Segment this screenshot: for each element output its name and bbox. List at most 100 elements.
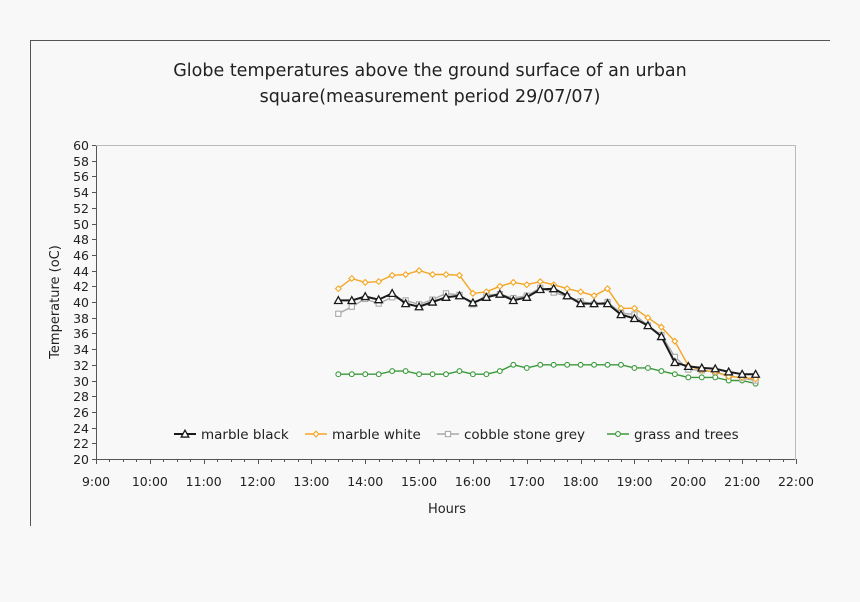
x-tick-label: 15:00	[401, 474, 437, 489]
data-point-grass-and-trees	[550, 361, 557, 368]
data-point-cobble-stone-grey	[348, 303, 355, 310]
y-tick-label: 38	[73, 311, 89, 326]
data-point-marble-black	[696, 362, 707, 372]
data-point-marble-black	[441, 292, 451, 301]
data-point-grass-and-trees	[658, 368, 665, 375]
data-point-marble-white	[402, 270, 410, 279]
data-point-grass-and-trees	[483, 371, 490, 378]
y-tick-label: 60	[73, 138, 89, 153]
data-point-marble-black	[589, 298, 599, 308]
data-point-marble-black	[387, 288, 398, 298]
data-point-grass-and-trees	[389, 368, 396, 375]
legend-item-marble-black: marble black	[174, 427, 289, 443]
y-tick-label: 28	[73, 389, 89, 404]
data-point-marble-white	[361, 278, 369, 286]
x-tick-label: 20:00	[670, 474, 706, 489]
data-point-marble-white	[334, 285, 342, 293]
data-point-grass-and-trees	[443, 371, 449, 378]
legend-swatch-marker	[615, 431, 621, 437]
data-point-marble-black	[360, 291, 371, 301]
data-point-marble-black	[400, 298, 411, 308]
data-point-marble-black	[494, 289, 505, 298]
y-tick-label: 26	[73, 405, 89, 420]
x-tick-label: 22:00	[778, 474, 814, 489]
data-point-grass-and-trees	[537, 361, 544, 368]
data-point-marble-black	[562, 290, 573, 300]
data-point-marble-black	[669, 357, 680, 367]
data-point-marble-black	[710, 363, 721, 373]
data-point-marble-white	[348, 274, 356, 283]
y-tick-label: 52	[73, 201, 89, 216]
data-point-marble-white	[523, 281, 531, 289]
data-point-marble-white	[671, 337, 679, 345]
data-point-marble-black	[575, 298, 586, 308]
y-tick-label: 48	[73, 232, 89, 247]
data-point-marble-white	[455, 271, 464, 279]
data-point-marble-black	[656, 331, 667, 341]
x-tick-label: 16:00	[455, 474, 491, 489]
data-point-marble-white	[590, 292, 598, 300]
data-point-marble-white	[603, 285, 612, 293]
series-line-marble-black	[338, 287, 756, 376]
data-point-marble-white	[657, 323, 665, 331]
y-tick-label: 40	[73, 295, 89, 310]
y-tick-label: 36	[73, 326, 89, 341]
y-axis-label: Temperature (oC)	[48, 245, 63, 360]
x-tick-label: 11:00	[186, 474, 222, 489]
data-point-grass-and-trees	[456, 368, 463, 375]
x-tick-label: 21:00	[724, 474, 760, 489]
data-point-grass-and-trees	[671, 371, 678, 378]
data-point-grass-and-trees	[685, 374, 692, 381]
data-point-marble-black	[548, 283, 559, 293]
series-layer	[333, 267, 761, 387]
data-point-marble-white	[509, 278, 517, 286]
data-point-grass-and-trees	[698, 374, 705, 381]
data-point-grass-and-trees	[429, 371, 436, 378]
y-tick-label: 32	[73, 358, 89, 373]
data-point-marble-black	[750, 369, 761, 378]
y-tick-label: 30	[73, 374, 89, 389]
data-point-grass-and-trees	[604, 361, 611, 368]
data-point-marble-white	[469, 289, 477, 297]
data-point-marble-black	[535, 284, 546, 294]
data-point-marble-white	[630, 304, 639, 312]
y-tick-label: 46	[73, 248, 89, 263]
legend-label: cobble stone grey	[464, 427, 585, 443]
data-point-marble-white	[388, 271, 396, 279]
data-point-grass-and-trees	[510, 361, 517, 368]
x-axis-ticks: 9:00 10:00 11:00 12:00 13:00 14:00 15:00 16:00 1…	[82, 459, 814, 489]
data-point-grass-and-trees	[348, 371, 355, 378]
x-tick-label: 12:00	[240, 474, 276, 489]
data-point-marble-black	[454, 290, 465, 300]
y-tick-label: 44	[73, 264, 89, 279]
y-tick-label: 20	[73, 452, 89, 467]
data-point-marble-white	[536, 278, 544, 286]
data-point-marble-black	[521, 292, 532, 301]
data-point-marble-black	[333, 295, 344, 305]
legend-label: marble white	[332, 427, 421, 443]
x-tick-label: 17:00	[509, 474, 545, 489]
data-point-grass-and-trees	[375, 371, 382, 378]
data-point-marble-black	[468, 297, 478, 307]
data-point-grass-and-trees	[564, 361, 571, 368]
x-tick-label: 18:00	[563, 474, 599, 489]
chart-title-line-2: square(measurement period 29/07/07)	[260, 87, 601, 107]
x-tick-label: 10:00	[132, 474, 168, 489]
data-point-grass-and-trees	[523, 364, 530, 371]
data-point-grass-and-trees	[496, 368, 503, 375]
data-point-marble-black	[427, 296, 438, 306]
data-point-marble-black	[602, 298, 613, 308]
data-point-cobble-stone-grey	[335, 310, 342, 317]
data-point-grass-and-trees	[644, 364, 651, 371]
data-point-marble-white	[428, 270, 437, 279]
y-tick-label: 34	[73, 342, 89, 357]
series-line-marble-white	[337, 269, 756, 380]
data-point-marble-black	[723, 366, 734, 376]
x-axis-label: Hours	[428, 502, 466, 517]
data-point-marble-black	[481, 292, 492, 301]
legend-label: marble black	[201, 427, 289, 443]
data-point-grass-and-trees	[416, 371, 423, 378]
data-point-marble-white	[415, 267, 423, 275]
data-point-marble-white	[577, 288, 585, 296]
